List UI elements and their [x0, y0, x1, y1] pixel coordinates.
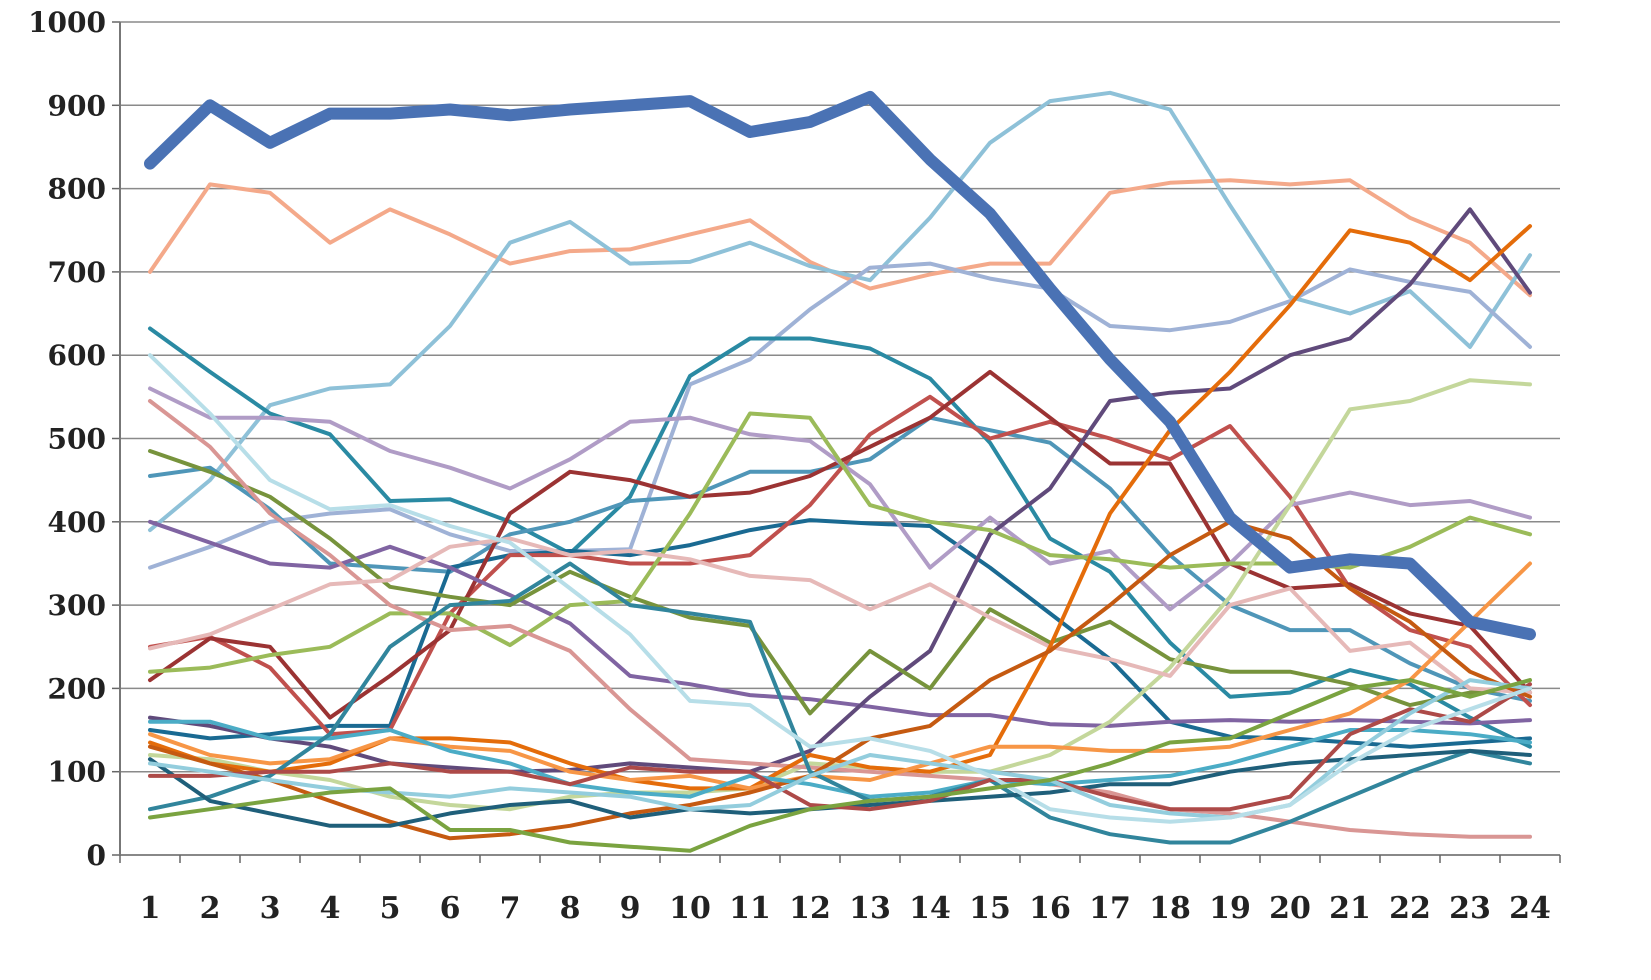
x-tick-label: 24 [1509, 891, 1551, 926]
y-tick-label: 1000 [28, 6, 106, 39]
series-line-3 [148, 90, 1532, 533]
x-tick-label: 13 [849, 891, 891, 926]
x-tick-label: 20 [1269, 891, 1311, 926]
y-tick-label: 600 [48, 339, 106, 372]
series-line-24 [148, 682, 1532, 812]
series-line-19 [148, 561, 1532, 791]
x-tick-label: 9 [620, 891, 641, 926]
series-line-5 [148, 326, 1532, 749]
series-lines [144, 90, 1536, 853]
x-tick-label: 17 [1089, 891, 1131, 926]
series-line-13 [148, 449, 1532, 716]
series-line-21 [148, 719, 1532, 799]
x-tick-label: 18 [1149, 891, 1191, 926]
x-tick-label: 6 [440, 891, 461, 926]
x-tick-label: 7 [500, 891, 521, 926]
x-tick-label: 15 [969, 891, 1011, 926]
series-line-10 [148, 519, 1532, 728]
y-tick-label: 0 [87, 839, 106, 872]
x-tick-label: 8 [560, 891, 581, 926]
x-tick-label: 11 [729, 891, 771, 926]
series-line-1 [144, 91, 1536, 641]
series-line-26 [148, 353, 1532, 824]
x-tick-label: 12 [789, 891, 831, 926]
series-line-20 [148, 519, 1532, 841]
x-tick-label: 16 [1029, 891, 1071, 926]
series-line-6 [148, 415, 1532, 703]
y-tick-label: 500 [48, 423, 106, 456]
series-line-27 [148, 678, 1532, 853]
y-tick-label: 700 [48, 256, 106, 289]
x-tick-label: 4 [320, 891, 341, 926]
series-line-16 [148, 399, 1532, 839]
x-tick-label: 2 [200, 891, 221, 926]
y-tick-label: 400 [48, 506, 106, 539]
series-line-12 [148, 207, 1532, 774]
y-tick-label: 300 [48, 589, 106, 622]
x-tick-label: 3 [260, 891, 281, 926]
x-tick-label: 22 [1389, 891, 1431, 926]
x-tick-label: 5 [380, 891, 401, 926]
series-line-7 [148, 518, 1532, 749]
x-tick-label: 10 [669, 891, 711, 926]
y-tick-label: 800 [48, 173, 106, 206]
series-line-17 [148, 536, 1532, 695]
x-tick-label: 1 [140, 891, 161, 926]
y-tick-label: 100 [48, 756, 106, 789]
x-tick-label: 19 [1209, 891, 1251, 926]
x-tick-label: 14 [909, 891, 951, 926]
x-tick-label: 23 [1449, 891, 1491, 926]
series-line-2 [148, 178, 1532, 298]
y-tick-label: 900 [48, 89, 106, 122]
x-tick-label: 21 [1329, 891, 1371, 926]
axes [112, 21, 1561, 863]
y-tick-label: 200 [48, 672, 106, 705]
series-line-22 [148, 561, 1532, 845]
